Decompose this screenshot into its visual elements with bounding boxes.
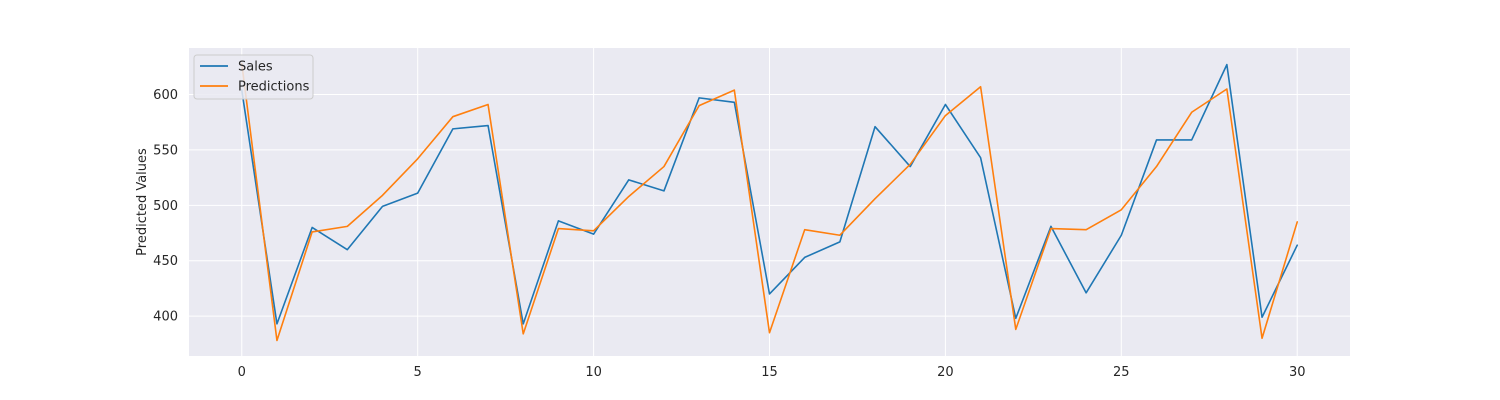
y-tick-label: 550	[153, 143, 178, 158]
series-line-sales	[240, 63, 1299, 325]
x-tick-label: 10	[585, 365, 602, 380]
y-tick-label: 600	[153, 88, 178, 103]
y-axis-label: Predicted Values	[135, 148, 150, 256]
series-line-predictions	[240, 62, 1299, 342]
x-tick-label: 15	[761, 365, 778, 380]
x-tick-label: 20	[937, 365, 954, 380]
legend-label: Sales	[238, 60, 273, 75]
y-tick-label: 450	[153, 254, 178, 269]
x-tick-label: 0	[238, 365, 246, 380]
x-tick-label: 5	[414, 365, 422, 380]
x-axis-ticks: 0 5 10 15 20 25 30	[238, 365, 1306, 380]
y-axis-ticks: 400 450 500 550 600	[153, 88, 178, 325]
y-tick-label: 400	[153, 310, 178, 325]
legend: Sales Predictions	[193, 54, 314, 100]
legend-label: Predictions	[238, 80, 310, 95]
grid-lines	[189, 48, 1350, 356]
y-tick-label: 500	[153, 199, 178, 214]
x-tick-label: 30	[1289, 365, 1306, 380]
x-tick-label: 25	[1113, 365, 1130, 380]
series-lines	[240, 62, 1299, 342]
